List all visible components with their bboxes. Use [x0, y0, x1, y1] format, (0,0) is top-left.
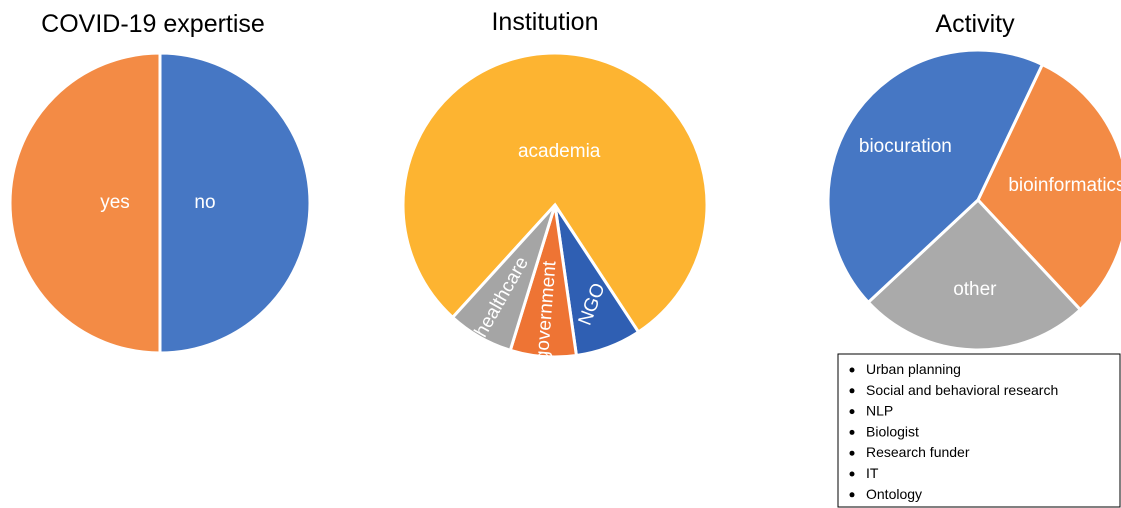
chart-title: Institution	[491, 8, 598, 36]
bullet	[849, 429, 855, 435]
chart-title: COVID-19 expertise	[41, 10, 265, 38]
legend-box-item: Urban planning	[866, 361, 961, 377]
pie-slice	[826, 48, 1045, 305]
slice-label: academia	[518, 141, 601, 162]
slice-label: biocuration	[859, 136, 952, 157]
bullet	[849, 492, 855, 498]
legend-box-item: IT	[866, 465, 879, 481]
pie-slice	[8, 51, 162, 355]
pie-slice	[866, 197, 1083, 352]
slice-label: yes	[100, 192, 130, 213]
chart-title: Activity	[935, 10, 1015, 38]
pie-slice	[158, 51, 312, 355]
legend-box-item: Social and behavioral research	[866, 382, 1058, 398]
slice-label: bioinformatics	[1008, 175, 1121, 196]
bullet	[849, 367, 855, 373]
slice-label: other	[953, 279, 997, 300]
bullet	[849, 388, 855, 394]
pie-slice	[450, 203, 557, 353]
legend-box-item: NLP	[866, 403, 893, 419]
legend-box-item: Biologist	[866, 423, 919, 439]
legend-box-item: Ontology	[866, 486, 922, 502]
bullet	[849, 450, 855, 456]
slice-label: no	[194, 192, 215, 213]
bullet	[849, 471, 855, 477]
pie-slice	[401, 51, 709, 335]
legend-box	[837, 353, 1121, 508]
bullet	[849, 409, 855, 415]
legend-box-item: Research funder	[866, 444, 970, 460]
